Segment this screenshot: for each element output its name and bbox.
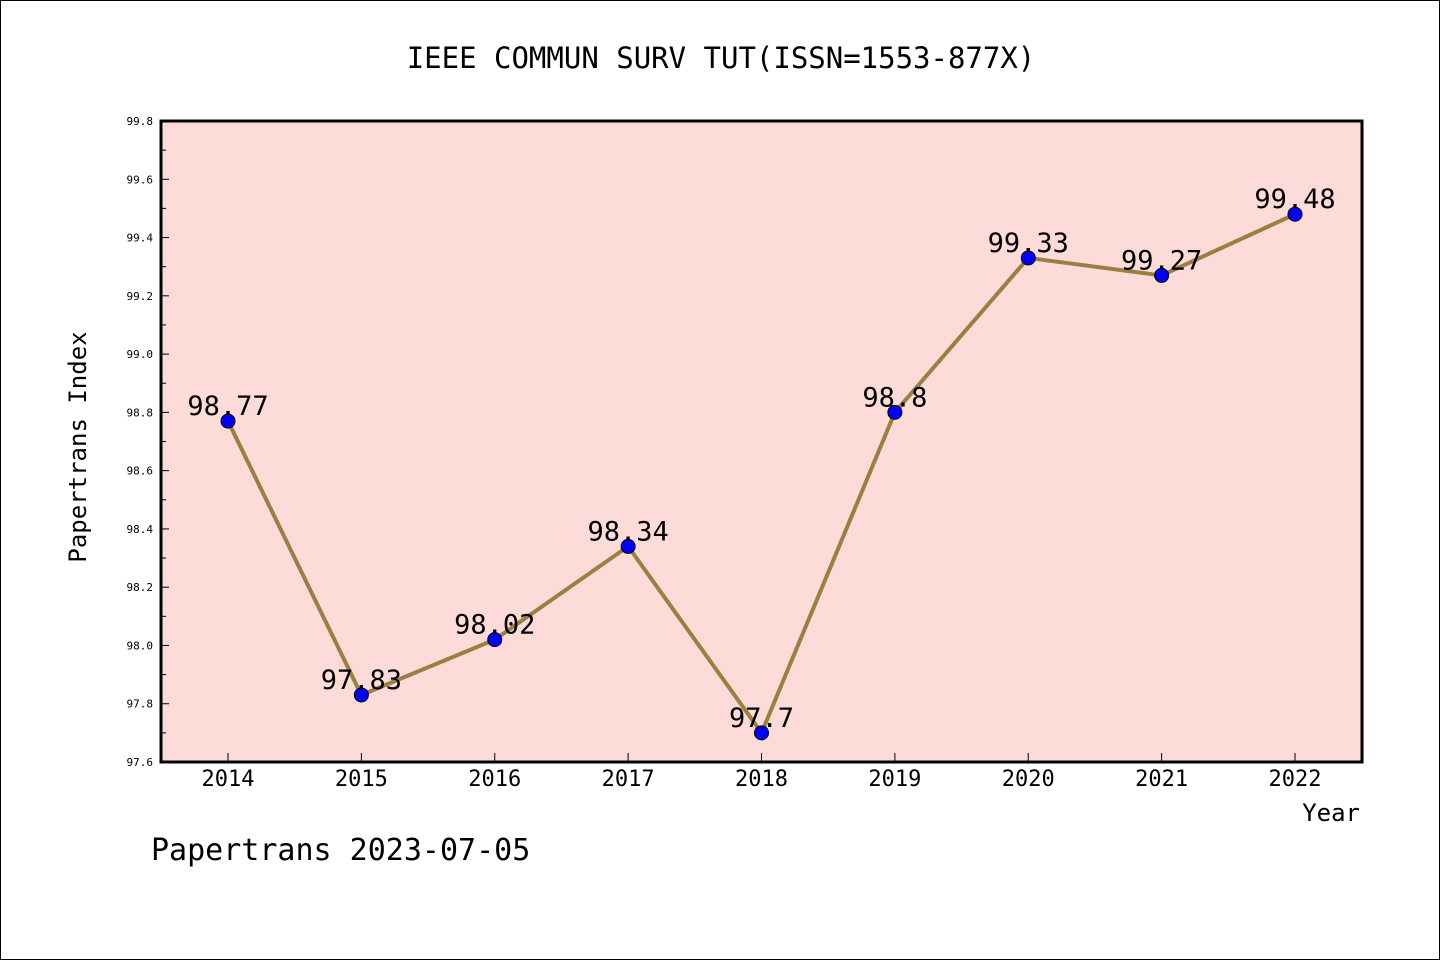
y-tick-label: 98.8: [127, 406, 154, 419]
y-tick-label: 99.6: [127, 173, 154, 186]
chart-title: IEEE COMMUN SURV TUT(ISSN=1553-877X): [407, 41, 1036, 75]
plot-area: [161, 121, 1362, 762]
data-point: [1020, 250, 1036, 266]
data-labels: 98.77 97.83 98.02 98.34 97.7 98.8 99.33 99.27 99…: [187, 184, 1335, 734]
x-tick-label: 2014: [202, 767, 255, 792]
x-tick-label: 2017: [602, 767, 655, 792]
y-tick-label: 98.4: [127, 523, 154, 536]
data-point: [1154, 267, 1170, 283]
data-label: 98.02: [454, 610, 535, 641]
y-tick-label: 98.0: [127, 639, 154, 652]
y-axis: 97.6 97.8 98.0 98.2 98.4 98.6 98.8 99.0 99.2 99.4…: [127, 115, 169, 769]
y-tick-label: 99.4: [127, 232, 154, 245]
x-axis-label: Year: [1302, 799, 1360, 827]
footer-credit: Papertrans 2023-07-05: [151, 833, 531, 868]
x-tick-label: 2016: [468, 767, 521, 792]
y-tick-label: 97.6: [127, 756, 154, 769]
y-tick-label: 99.8: [127, 115, 154, 128]
x-tick-label: 2020: [1002, 767, 1055, 792]
x-tick-label: 2019: [868, 767, 921, 792]
data-point: [620, 538, 636, 554]
y-tick-label: 99.2: [127, 290, 154, 303]
data-label: 97.83: [321, 665, 402, 696]
y-tick-label: 97.8: [127, 698, 154, 711]
x-tick-label: 2021: [1135, 767, 1188, 792]
data-label: 98.34: [587, 516, 668, 547]
data-label: 99.48: [1254, 184, 1335, 215]
data-point: [754, 725, 769, 741]
data-label: 98.77: [187, 391, 268, 422]
y-tick-label: 99.0: [127, 348, 154, 361]
y-tick-label: 98.2: [127, 581, 154, 594]
data-label: 99.33: [988, 228, 1069, 259]
x-tick-label: 2015: [335, 767, 388, 792]
y-axis-label: Papertrans Index: [64, 331, 92, 562]
x-tick-label: 2022: [1269, 767, 1322, 792]
data-point: [487, 632, 503, 648]
data-point: [1287, 206, 1303, 222]
data-point: [887, 404, 903, 420]
series-markers: [220, 206, 1303, 741]
data-point: [220, 413, 236, 429]
x-axis: 2014 2015 2016 2017 2018 2019 2020 2021 2022: [202, 753, 1322, 792]
plot-border: [159, 119, 1364, 764]
data-label: 98.8: [862, 382, 927, 413]
data-label: 99.27: [1121, 245, 1202, 276]
data-point: [353, 687, 369, 703]
data-label: 97.7: [729, 703, 794, 734]
x-tick-label: 2018: [735, 767, 788, 792]
y-tick-label: 98.6: [127, 465, 154, 478]
